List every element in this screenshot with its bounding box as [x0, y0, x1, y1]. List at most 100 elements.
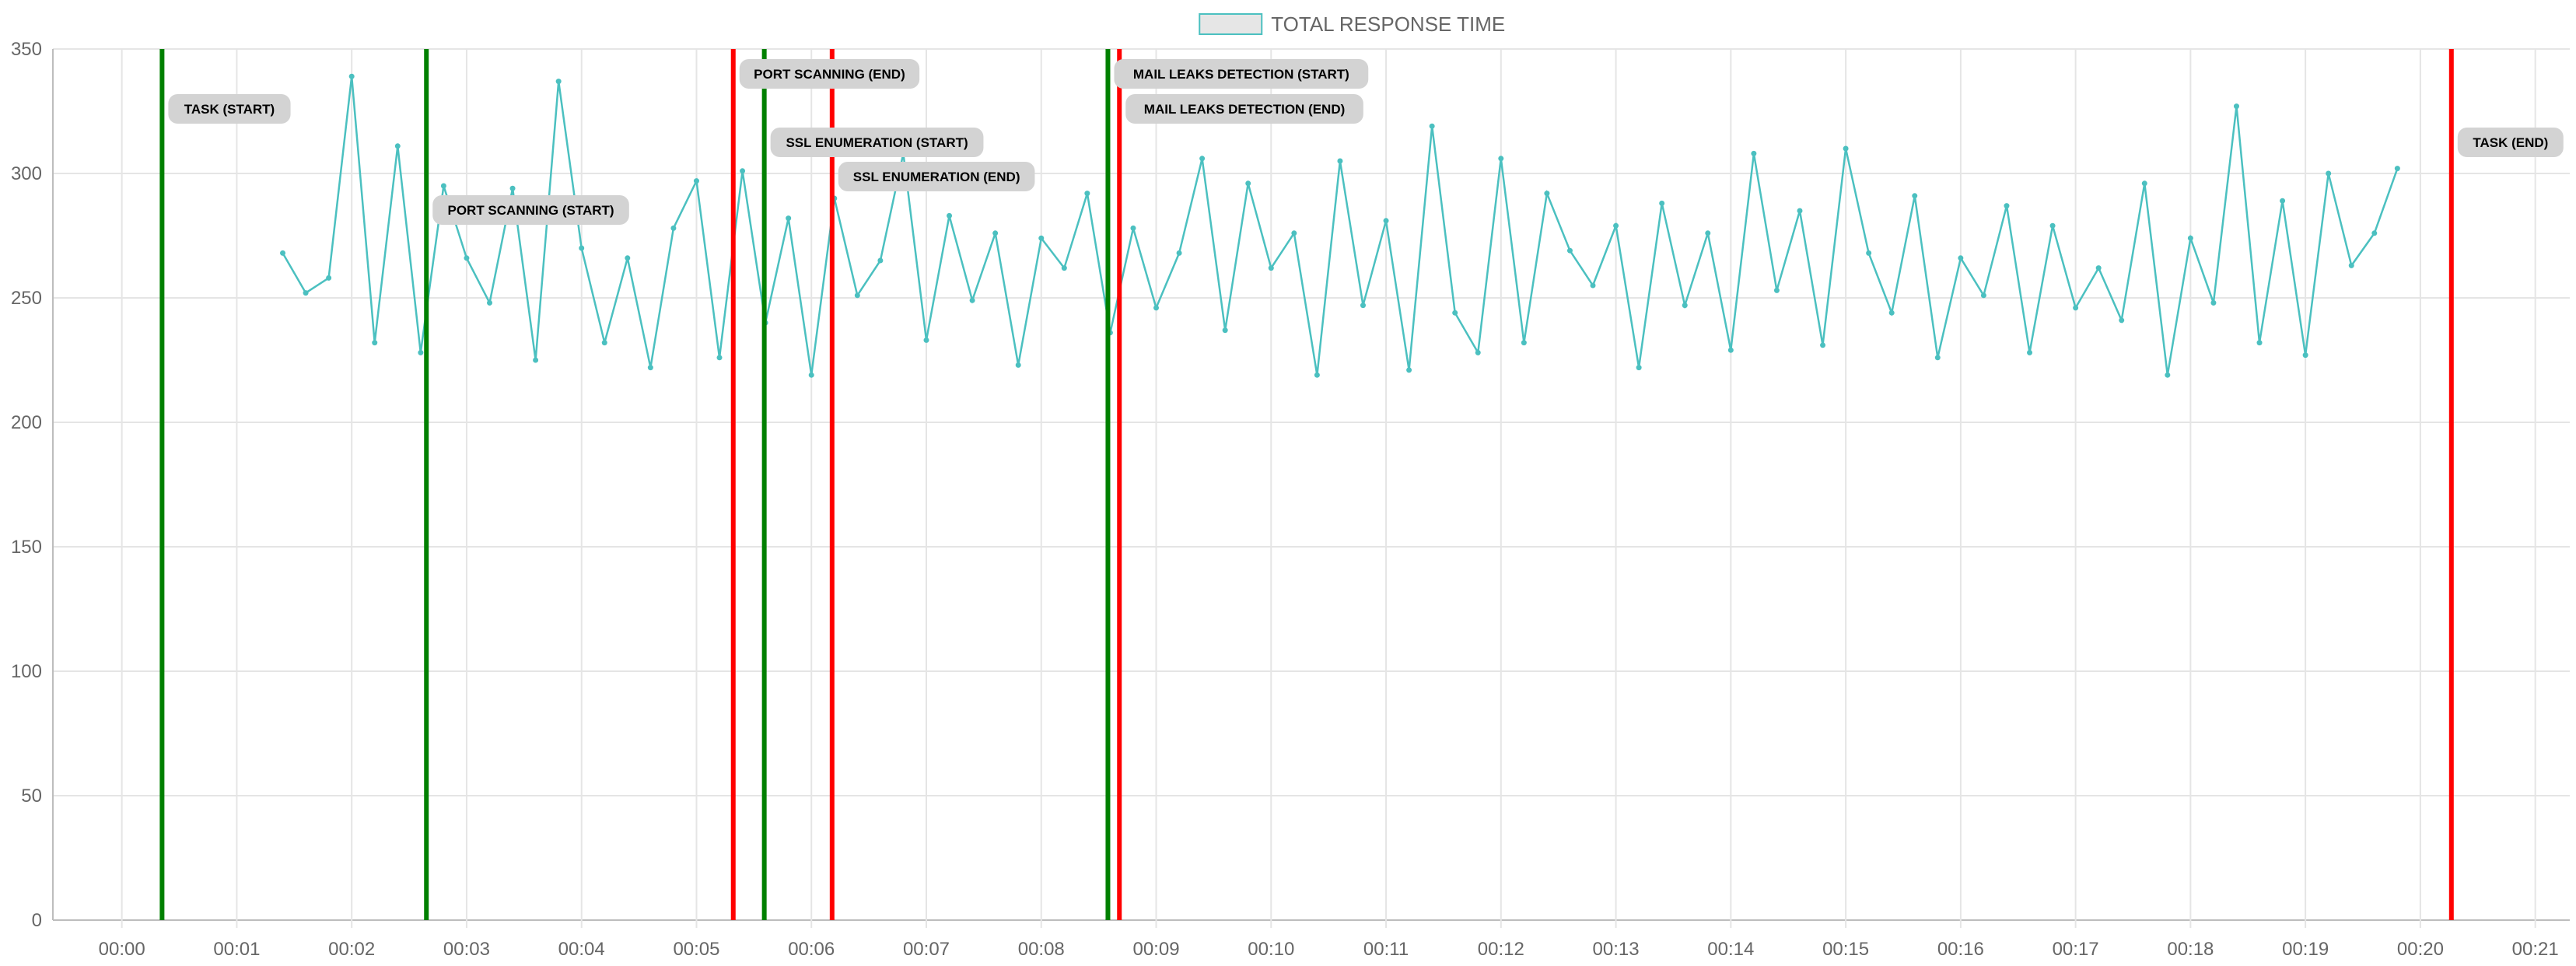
data-point	[1061, 265, 1067, 271]
data-point	[2027, 349, 2033, 355]
data-point	[1820, 342, 1826, 348]
data-point	[808, 372, 814, 378]
annotation-label: MAIL LEAKS DETECTION (END)	[1144, 102, 1345, 117]
data-point	[303, 290, 309, 296]
x-tick-label: 00:11	[1363, 939, 1409, 960]
data-point	[2280, 198, 2286, 204]
x-tick-label: 00:20	[2397, 939, 2444, 960]
data-point	[854, 292, 860, 299]
x-tick-label: 00:07	[903, 939, 950, 960]
data-point	[601, 340, 607, 346]
y-tick-label: 50	[21, 786, 42, 807]
data-point	[394, 143, 401, 149]
legend[interactable]: TOTAL RESPONSE TIME	[1199, 12, 1505, 36]
data-point	[1314, 372, 1320, 378]
annotation-label-bg	[838, 162, 1035, 191]
phase-annotations: TASK (START) PORT SCANNING (START) PORT SC…	[168, 59, 2564, 225]
data-point	[2256, 340, 2263, 346]
data-point	[2004, 203, 2010, 209]
data-point	[2049, 222, 2056, 229]
data-point	[693, 178, 699, 184]
x-tick-label: 00:14	[1707, 939, 1754, 960]
data-point	[1659, 200, 1665, 206]
x-tick-label: 00:02	[328, 939, 375, 960]
annotation-label-bg	[168, 94, 291, 124]
annotation-label: PORT SCANNING (END)	[754, 67, 905, 82]
data-point	[923, 337, 929, 343]
data-point	[1153, 305, 1160, 311]
data-point	[1245, 180, 1251, 187]
x-tick-label: 00:03	[443, 939, 490, 960]
x-tick-label: 00:18	[2167, 939, 2214, 960]
data-point	[740, 168, 746, 174]
data-point	[372, 340, 378, 346]
x-tick-label: 00:12	[1478, 939, 1524, 960]
data-point	[1682, 303, 1688, 309]
y-tick-label: 0	[32, 910, 42, 931]
data-point	[348, 73, 355, 79]
data-point	[1268, 265, 1274, 271]
y-tick-label: 150	[11, 537, 42, 558]
data-point	[877, 257, 884, 264]
x-tick-label: 00:10	[1248, 939, 1294, 960]
x-tick-label: 00:01	[213, 939, 260, 960]
x-tick-label: 00:00	[99, 939, 145, 960]
annotation-label-bg	[1114, 59, 1369, 89]
data-point	[326, 275, 332, 281]
legend-swatch[interactable]	[1199, 13, 1263, 35]
data-point	[1797, 208, 1803, 214]
phase-lines	[159, 49, 2454, 920]
data-point	[969, 297, 975, 303]
y-tick-label: 200	[11, 412, 42, 433]
annotation-label-bg	[739, 59, 920, 89]
annotation-label: SSL ENUMERATION (START)	[786, 135, 968, 150]
data-point	[440, 183, 446, 189]
data-point	[1613, 222, 1619, 229]
data-point	[2326, 170, 2332, 177]
data-point	[1475, 349, 1481, 355]
data-point	[647, 365, 653, 371]
annotation-label: TASK (END)	[2473, 135, 2548, 150]
x-tick-label: 00:15	[1822, 939, 1869, 960]
data-point	[1773, 287, 1780, 293]
x-tick-label: 00:19	[2282, 939, 2329, 960]
y-tick-label: 350	[11, 39, 42, 60]
data-point	[486, 299, 492, 306]
data-point	[1566, 247, 1573, 254]
data-point	[1429, 123, 1435, 129]
data-point	[1544, 191, 1550, 197]
x-tick-label: 00:13	[1593, 939, 1640, 960]
data-point	[464, 255, 470, 261]
data-point	[2210, 299, 2217, 306]
data-point	[992, 230, 999, 236]
annotation-label-bg	[2457, 128, 2564, 157]
x-tick-label: 00:06	[788, 939, 835, 960]
annotation-label: PORT SCANNING (START)	[447, 203, 614, 218]
data-point	[2073, 305, 2079, 311]
data-point	[280, 250, 286, 256]
data-point	[2119, 317, 2125, 324]
data-point	[2165, 372, 2171, 378]
data-point	[418, 349, 424, 355]
legend-label[interactable]: TOTAL RESPONSE TIME	[1271, 12, 1505, 36]
data-point	[2095, 265, 2102, 271]
data-point	[2394, 166, 2400, 172]
data-point	[1866, 250, 1872, 256]
data-point	[1222, 327, 1228, 334]
x-tick-label: 00:17	[2053, 939, 2099, 960]
data-point	[2371, 230, 2378, 236]
data-point	[2187, 235, 2193, 241]
annotation-label-bg	[1125, 94, 1363, 124]
data-point	[1291, 230, 1297, 236]
data-point	[1383, 218, 1389, 224]
grid	[52, 48, 2570, 928]
data-point	[1176, 250, 1182, 256]
data-point	[1751, 150, 1757, 156]
data-point	[1452, 310, 1458, 316]
data-point	[1199, 156, 1206, 162]
data-point	[670, 225, 677, 231]
data-point	[1843, 145, 1849, 152]
series-layer	[280, 73, 2400, 378]
annotation-label: SSL ENUMERATION (END)	[853, 170, 1020, 184]
